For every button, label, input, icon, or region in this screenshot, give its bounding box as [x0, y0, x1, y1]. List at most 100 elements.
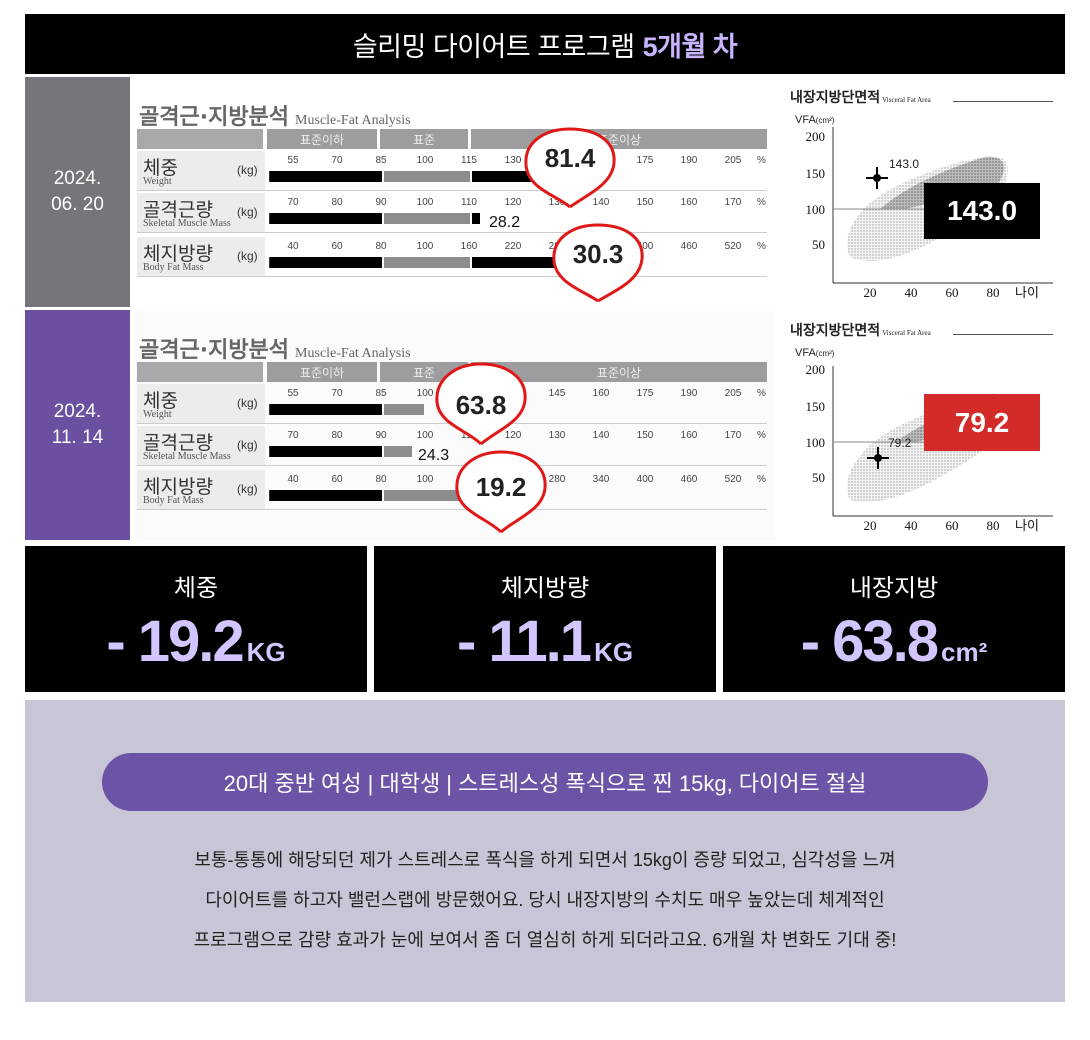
mfa-panel-after: 골격근·지방분석 Muscle-Fat Analysis 표준이하 표준 표준이상… — [135, 310, 775, 540]
stat-weight-unit: KG — [246, 637, 286, 667]
weight-row: 체중 Weight (kg) 5570851001151301451601751… — [137, 151, 767, 191]
weight-scale-tick: 190 — [680, 155, 698, 166]
stat-visceral-unit: cm² — [941, 637, 988, 667]
weight-scale-pct: % — [757, 155, 766, 166]
stat-weight-label: 체중 — [173, 575, 219, 602]
weight-scale-tick: 85 — [375, 388, 387, 399]
band-label — [137, 129, 263, 149]
stat-visceral-number: - 63.8 — [800, 609, 939, 674]
vfa-xtick-60: 60 — [946, 518, 959, 533]
smm-scale-tick: 170 — [724, 197, 742, 208]
stat-bodyfat: 체지방량 - 11.1 KG — [374, 546, 716, 692]
smm-row: 골격근량 Skeletal Muscle Mass (kg) 70 80 90 100… — [137, 426, 767, 466]
weight-scale-tick: 130 — [504, 155, 522, 166]
vfa-yunit: (cm²) — [815, 116, 835, 125]
smm-scale-tick: 130 — [548, 197, 566, 208]
vfa-ytick-200: 200 — [806, 362, 826, 377]
smm-scale-tick: 70 — [287, 430, 299, 441]
bfm-scale-tick: 460 — [680, 474, 698, 485]
bfm-scale-tick: 400 — [636, 474, 654, 485]
vfa-title: 내장지방단면적 Visceral Fat Area — [790, 87, 931, 107]
bfm-scale-tick: 100 — [416, 474, 434, 485]
weight-unit: (kg) — [237, 163, 258, 177]
smm-scale-pct: % — [757, 430, 766, 441]
review-line: 보통-통통에 해당되던 제가 스트레스로 폭식을 하게 되면서 15kg이 증량… — [194, 850, 896, 870]
smm-bar — [269, 213, 765, 224]
smm-scale-tick: 80 — [331, 430, 343, 441]
vfa-ytick-100: 100 — [806, 202, 826, 217]
bfm-scale: 406080100160220280340400460520% — [269, 241, 765, 255]
weight-highlight-circle: 63.8 — [431, 358, 531, 450]
bfm-scale-tick: 60 — [331, 474, 343, 485]
bfm-highlight-circle: 19.2 — [451, 446, 551, 538]
smm-scale-tick: 170 — [724, 430, 742, 441]
bfm-value-after: 19.2 — [475, 471, 527, 502]
band-standard: 표준 — [380, 129, 468, 149]
vfa-title-en: Visceral Fat Area — [882, 329, 931, 337]
band-label — [137, 362, 263, 382]
bfm-scale-tick: 60 — [331, 241, 343, 252]
band-under: 표준이하 — [267, 362, 377, 382]
smm-scale-tick: 90 — [375, 430, 387, 441]
vfa-ylabel-text: VFA — [795, 347, 816, 359]
date-after: 2024. 11. 14 — [25, 310, 130, 540]
mfa-title-en: Muscle-Fat Analysis — [295, 346, 411, 361]
vfa-xtick-40: 40 — [905, 518, 918, 533]
mfa-title: 골격근·지방분석 Muscle-Fat Analysis — [139, 332, 411, 364]
smm-scale-tick: 130 — [548, 430, 566, 441]
vfa-xlabel: 나이 — [1015, 519, 1039, 534]
weight-label-en: Weight — [143, 409, 172, 420]
stat-weight-number: - 19.2 — [106, 609, 244, 674]
bfm-scale-tick: 220 — [504, 241, 522, 252]
weight-label: 체중 — [143, 390, 178, 412]
weight-bar — [269, 171, 765, 182]
weight-label-en: Weight — [143, 176, 172, 187]
weight-scale-tick: 115 — [461, 155, 477, 166]
smm-scale-tick: 120 — [504, 430, 522, 441]
vfa-ytick-200: 200 — [806, 129, 826, 144]
vfa-title-ko: 내장지방단면적 — [790, 322, 881, 338]
bfm-scale-tick: 160 — [460, 241, 478, 252]
bfm-label-en: Body Fat Mass — [143, 262, 204, 273]
smm-scale-tick: 160 — [680, 430, 698, 441]
vfa-xlabel: 나이 — [1015, 286, 1039, 301]
weight-scale-tick: 100 — [416, 155, 434, 166]
weight-scale-tick: 205 — [724, 388, 742, 399]
smm-scale-tick: 160 — [680, 197, 698, 208]
vfa-title-ko: 내장지방단면적 — [790, 89, 881, 105]
smm-label-en: Skeletal Muscle Mass — [143, 451, 231, 462]
smm-scale-tick: 100 — [416, 197, 434, 208]
vfa-ytick-50: 50 — [812, 470, 825, 485]
bfm-scale-tick: 340 — [592, 474, 610, 485]
smm-scale: 70 80 90 100 110 120 130 140 150 160 170% — [269, 197, 765, 211]
review-line: 다이어트를 하고자 밸런스랩에 방문했어요. 당시 내장지방의 수치도 매우 높… — [205, 890, 885, 910]
vfa-chart-before: 내장지방단면적 Visceral Fat Area VFA(cm²) 200 15… — [785, 77, 1065, 307]
smm-label-en: Skeletal Muscle Mass — [143, 218, 231, 229]
weight-scale-tick: 70 — [331, 155, 343, 166]
vfa-xtick-80: 80 — [987, 518, 1000, 533]
bfm-bar — [269, 257, 765, 268]
smm-scale-tick: 120 — [504, 197, 522, 208]
mfa-title-ko: 골격근·지방분석 — [139, 105, 290, 130]
bfm-scale-pct: % — [757, 474, 766, 485]
vfa-xtick-20: 20 — [864, 518, 877, 533]
bfm-unit: (kg) — [237, 249, 258, 263]
bfm-label: 체지방량 — [143, 243, 213, 265]
stat-bodyfat-unit: KG — [594, 637, 634, 667]
vfa-ytick-150: 150 — [806, 166, 826, 181]
weight-label: 체중 — [143, 157, 178, 179]
weight-scale-tick: 175 — [636, 155, 654, 166]
weight-scale-tick: 160 — [592, 388, 610, 399]
bfm-row: 체지방량 Body Fat Mass (kg) 4060801001602202… — [137, 470, 767, 510]
bfm-scale-tick: 40 — [287, 474, 299, 485]
smm-label: 골격근량 — [143, 199, 213, 221]
bfm-scale-tick: 40 — [287, 241, 299, 252]
mfa-title-ko: 골격근·지방분석 — [139, 338, 290, 363]
before-row: 2024. 06. 20 골격근·지방분석 Muscle-Fat Analysis… — [25, 77, 1065, 307]
bfm-scale-pct: % — [757, 241, 766, 252]
bfm-scale-tick: 400 — [636, 241, 654, 252]
weight-value-before: 81.4 — [544, 142, 596, 173]
weight-scale-tick: 145 — [548, 388, 566, 399]
vfa-chart-after: 내장지방단면적 Visceral Fat Area VFA(cm²) 200 15… — [785, 310, 1065, 540]
vfa-ylabel: VFA(cm²) — [795, 347, 834, 359]
